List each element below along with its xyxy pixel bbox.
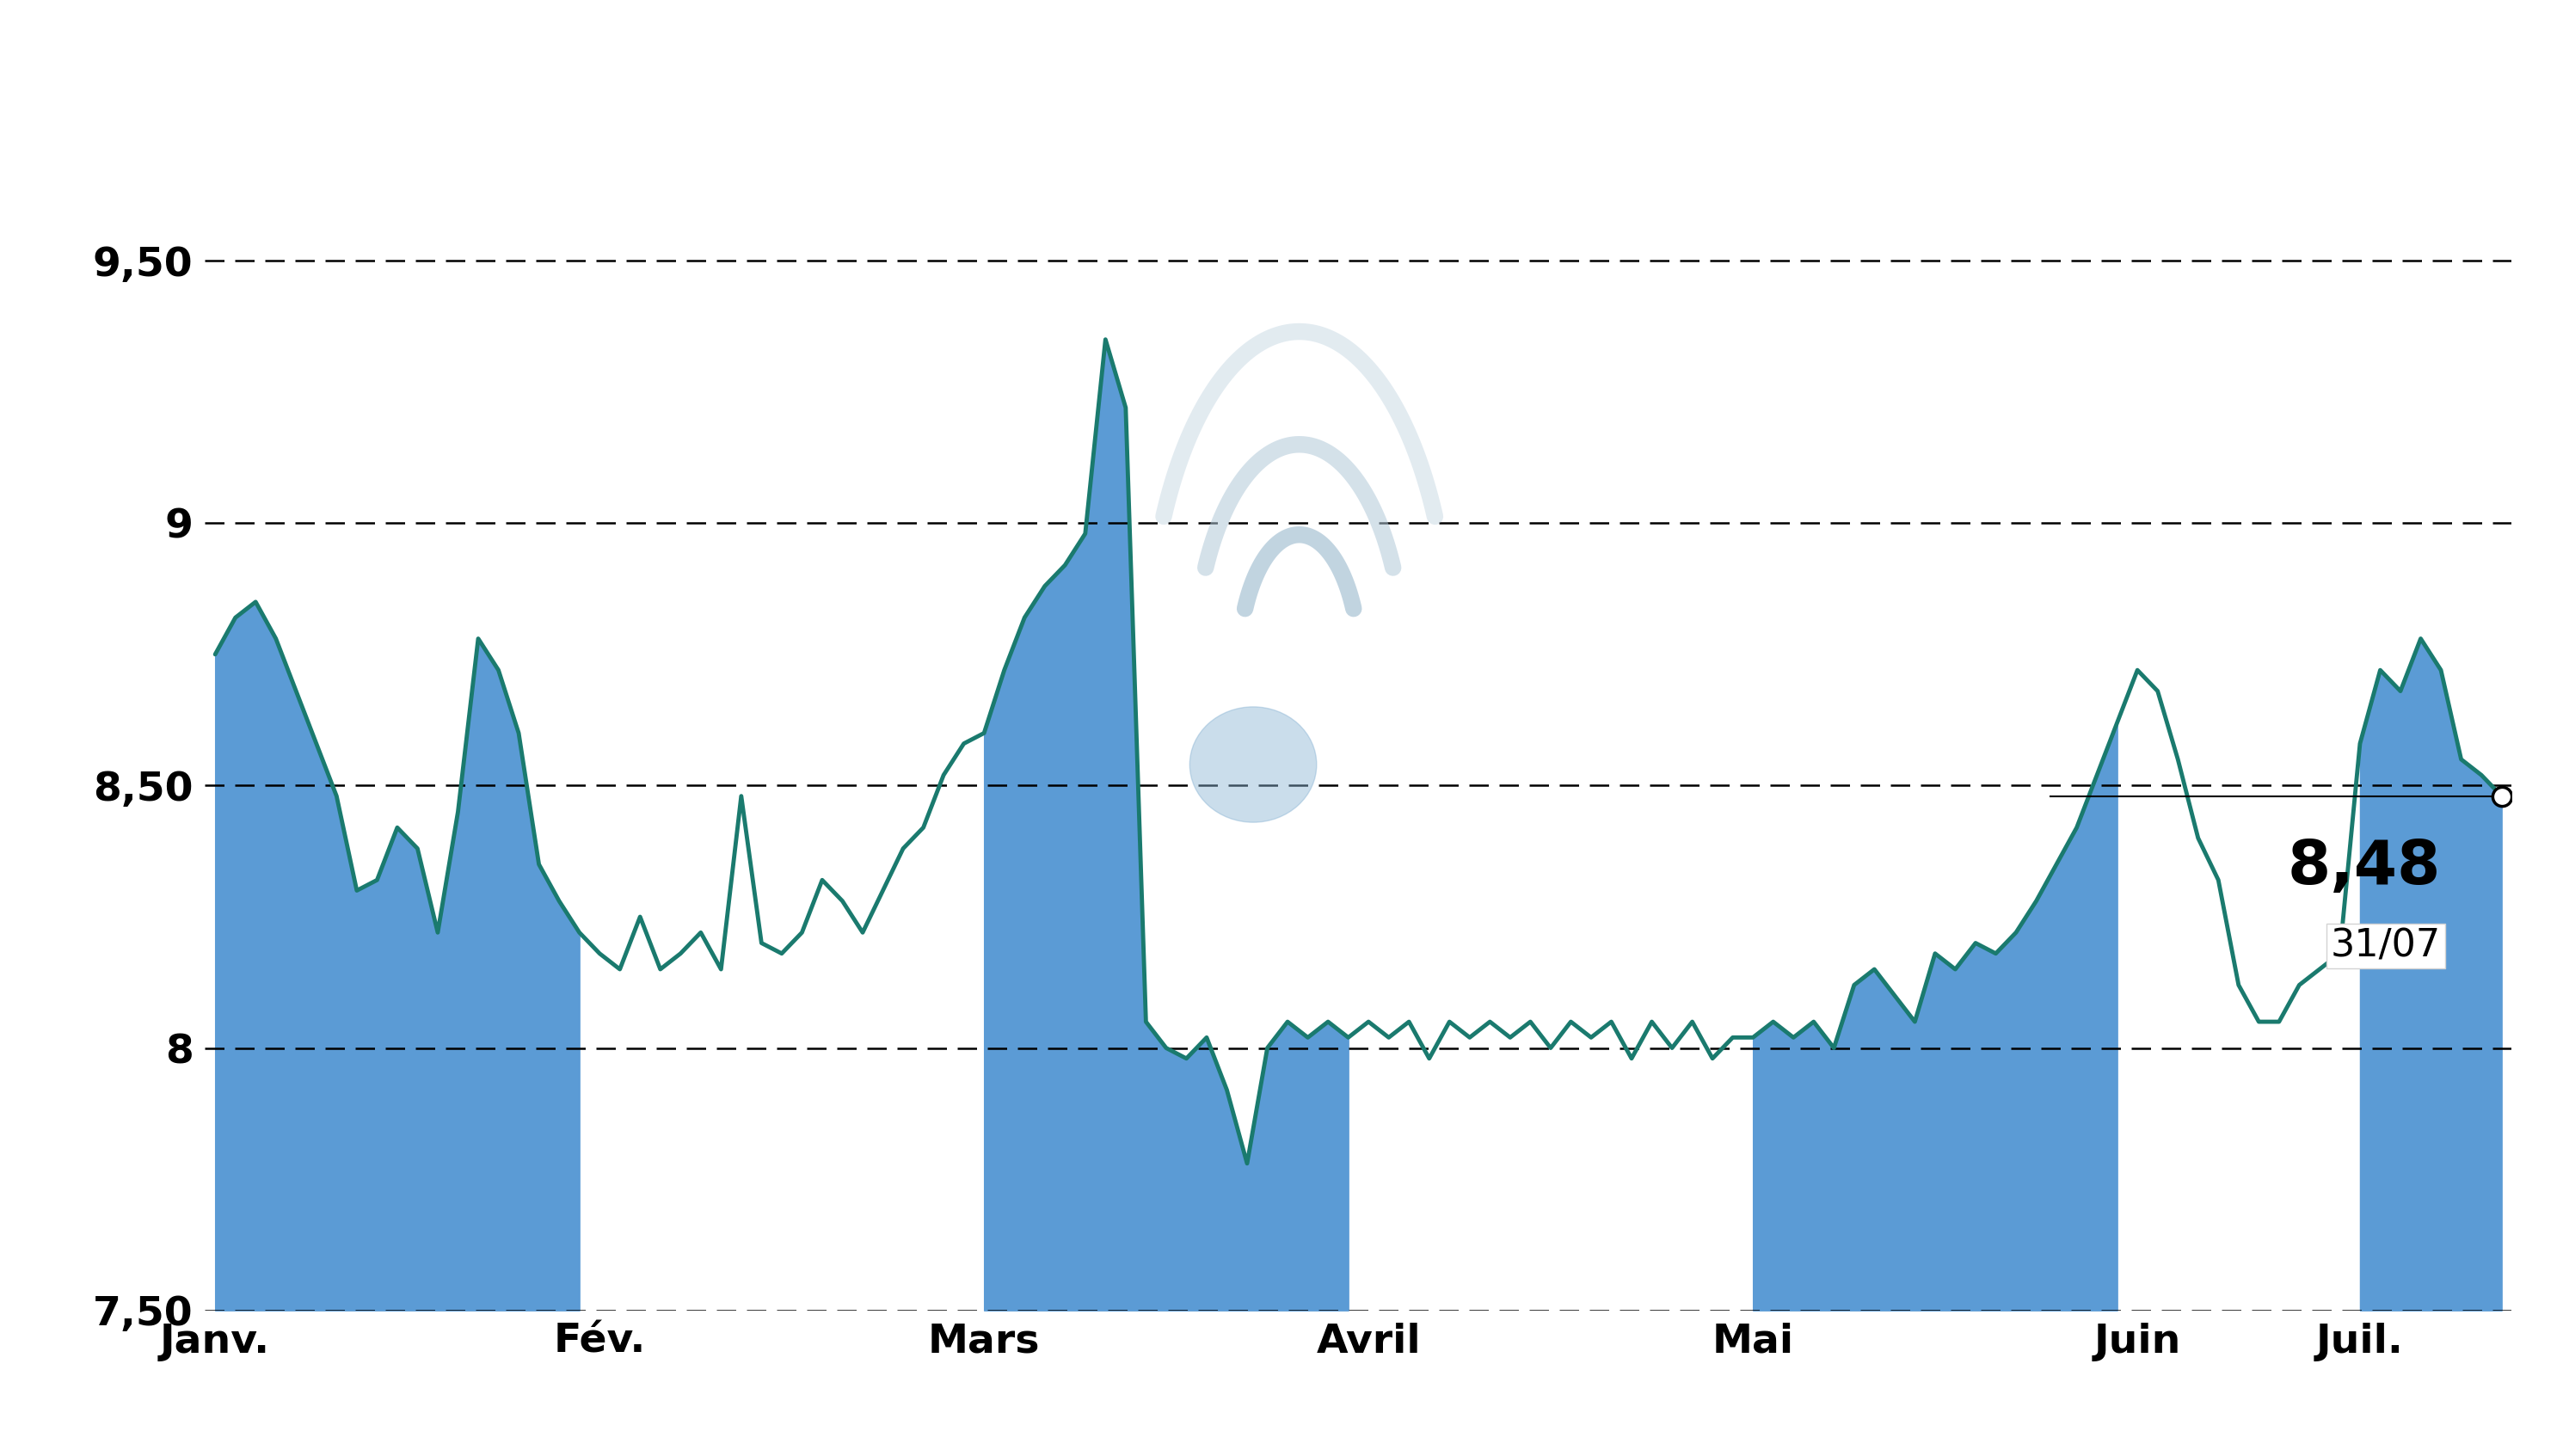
Text: 31/07: 31/07 [2330, 927, 2440, 964]
Text: Kingsway Financial Services Inc.: Kingsway Financial Services Inc. [538, 36, 2025, 116]
Text: 8,48: 8,48 [2289, 839, 2440, 897]
Ellipse shape [1189, 706, 1317, 823]
